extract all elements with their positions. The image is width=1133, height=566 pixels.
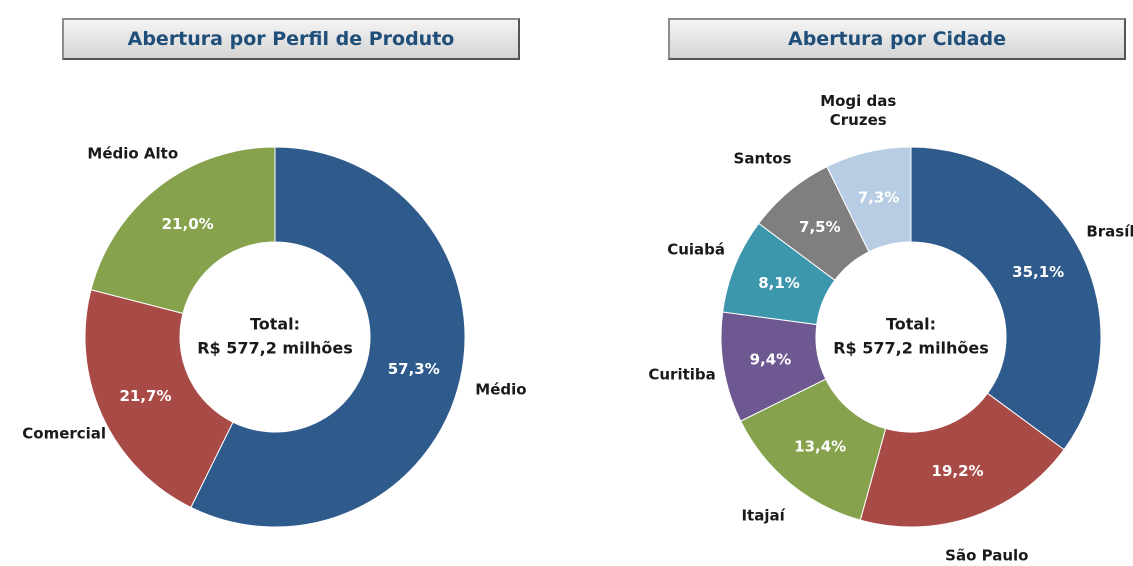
value-label: 21,0% <box>162 215 214 233</box>
donut-segment <box>826 146 912 253</box>
center-label: Total: <box>886 315 936 334</box>
donut-segment <box>84 289 234 509</box>
category-label: Comercial <box>22 424 107 443</box>
value-label: 57,3% <box>388 360 440 378</box>
center-label: Total: <box>250 315 300 334</box>
donut-segment <box>859 392 1065 528</box>
value-label: 7,5% <box>799 218 841 236</box>
chart-title: Abertura por Cidade <box>668 18 1126 60</box>
value-label: 21,7% <box>119 387 171 405</box>
donut-segment <box>90 146 276 314</box>
page: Abertura por Perfil de Produto Abertura … <box>22 18 1133 565</box>
category-label: Itajaí <box>741 506 785 525</box>
center-label: R$ 577,2 milhões <box>197 339 353 358</box>
category-label: Brasília <box>1086 222 1133 241</box>
donut-segment <box>190 146 466 528</box>
chart-title: Abertura por Perfil de Produto <box>62 18 520 60</box>
charts: 57,3% 21,7% 21,0% Total: R$ 577,2 milhões 35,… <box>84 146 1102 528</box>
value-label: 35,1% <box>1012 263 1064 281</box>
value-label: 13,4% <box>794 437 846 455</box>
category-label: Curitiba <box>648 365 716 384</box>
category-label: Cuiabá <box>667 240 725 259</box>
category-label: Mogi das Cruzes <box>820 92 897 130</box>
value-label: 19,2% <box>932 462 984 480</box>
value-label: 7,3% <box>858 189 900 207</box>
donut-segment <box>910 146 1102 451</box>
value-label: 9,4% <box>750 351 792 369</box>
category-label: Médio <box>475 380 527 399</box>
category-label: Médio Alto <box>87 144 179 163</box>
value-label: 8,1% <box>758 274 800 292</box>
category-label: Santos <box>733 149 792 168</box>
center-label: R$ 577,2 milhões <box>833 339 989 358</box>
